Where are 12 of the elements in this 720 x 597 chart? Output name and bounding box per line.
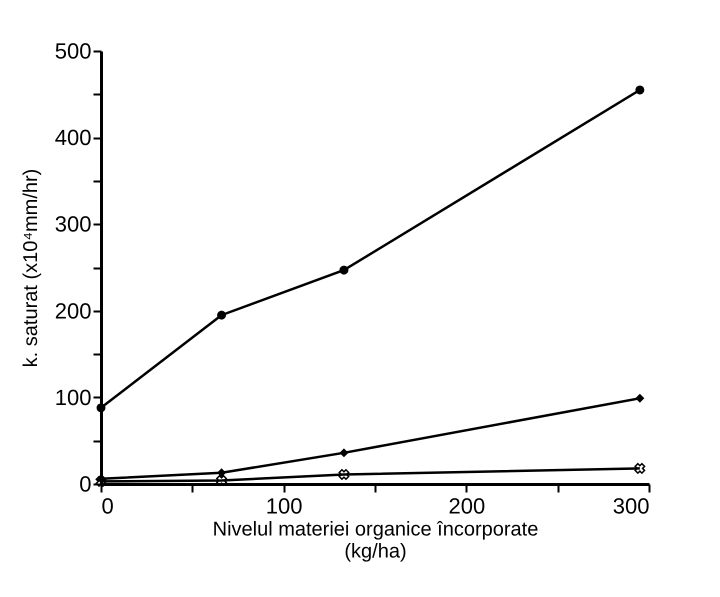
- y-axis-title: k. saturat (x10⁴mm/hr): [20, 168, 42, 368]
- x-tick-label: 100: [266, 494, 303, 518]
- x-tick-label: 300: [612, 494, 650, 518]
- y-tick-label: 200: [54, 298, 92, 324]
- y-tick-label: 400: [54, 125, 92, 150]
- y-tick-label: 500: [54, 38, 92, 64]
- x-tick-label: 200: [448, 494, 486, 518]
- x-axis-title: Nivelul materiei organice încorporate (kg/ha): [212, 518, 538, 562]
- y-tick-label: 0: [79, 472, 92, 496]
- y-tick-label: 100: [54, 384, 92, 410]
- x-tick-label: 0: [102, 494, 114, 518]
- y-tick-label: 300: [54, 212, 92, 237]
